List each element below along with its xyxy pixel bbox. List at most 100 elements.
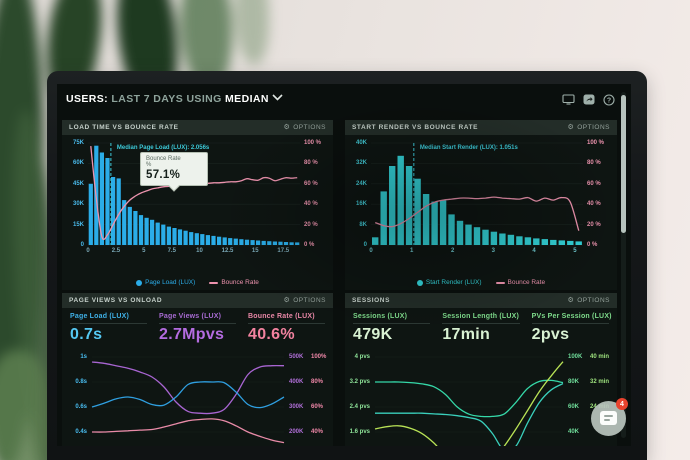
y-axis-right-tick: 40 min [590, 354, 610, 360]
scrollbar-thumb[interactable] [621, 95, 626, 233]
title-metric-dropdown[interactable]: MEDIAN [225, 93, 269, 105]
median-annotation: Median Start Render (LUX): 1.051s [419, 145, 518, 151]
x-axis-tick: 15 [251, 248, 259, 254]
histogram-plot[interactable] [371, 142, 583, 246]
options-button[interactable]: ⚙ OPTIONS [283, 297, 326, 304]
y-axis-left-tick: 8K [359, 221, 367, 228]
title-range: LAST 7 DAYS [111, 93, 184, 105]
page-views-chart[interactable]: 1s 0.8s 0.6s 0.4s 500K 100% 400K 80% 300K 60% 200K… [62, 346, 333, 446]
legend-item[interactable]: Start Render (LUX) [416, 279, 482, 286]
panel-header: START RENDER VS BOUNCE RATE ⚙ OPTIONS [345, 120, 617, 135]
panel-load-time: LOAD TIME VS BOUNCE RATE ⚙ OPTIONS Bounc… [62, 120, 333, 290]
x-axis-tick: 2.5 [111, 248, 121, 254]
legend-label: Bounce Rate [507, 279, 546, 286]
start-render-chart[interactable]: 40K 100 % 32K 80 % 24K 60 % 16K 40 % 8K 20 % 0 0 % 0… [345, 135, 617, 290]
y-axis-right-tick: 200K [289, 429, 304, 435]
laptop: USERS: LAST 7 DAYS USING MEDIAN ? [47, 71, 647, 460]
y-axis-left-tick: 75K [72, 140, 84, 146]
options-button[interactable]: ⚙ OPTIONS [283, 124, 326, 131]
chat-icon-line [604, 415, 613, 417]
y-axis-left-tick: 16K [355, 201, 367, 208]
y-axis-right-tick: 32 min [590, 379, 610, 385]
y-axis-left-tick: 15K [72, 221, 84, 228]
metric-value: 479K [353, 326, 393, 343]
y-axis-left-tick: 3.2 pvs [349, 379, 370, 385]
y-axis-right-tick: 100 % [587, 140, 605, 146]
tooltip: Bounce Rate % 57.1% [140, 152, 208, 192]
y-axis-right-tick: 40 % [304, 201, 318, 208]
line-plot[interactable] [91, 352, 285, 446]
gear-icon: ⚙ [283, 297, 291, 304]
metric-sessions: Sessions (LUX) 479K [353, 313, 431, 344]
share-icon[interactable] [582, 94, 595, 105]
panel-sessions: SESSIONS ⚙ OPTIONS Sessions (LUX) 479K S… [345, 293, 617, 446]
panel-title: PAGE VIEWS VS ONLOAD [69, 297, 163, 304]
y-axis-left-tick: 60K [72, 160, 84, 167]
options-button[interactable]: ⚙ OPTIONS [567, 297, 610, 304]
legend-item[interactable]: Bounce Rate [209, 279, 259, 286]
options-label: OPTIONS [577, 297, 610, 304]
metric-session-length: Session Length (LUX) 17min [442, 313, 520, 344]
title-users: USERS: [66, 93, 109, 105]
chart-legend: Start Render (LUX) Bounce Rate [345, 279, 617, 286]
load-time-chart[interactable]: Bounce Rate % 57.1% 75K 100 % 60K 80 % 45K 60… [62, 135, 333, 290]
question-glyph: ? [606, 97, 610, 104]
x-axis-tick: 4 [532, 248, 536, 254]
legend-item[interactable]: Bounce Rate [495, 279, 546, 286]
panel-page-views: PAGE VIEWS VS ONLOAD ⚙ OPTIONS Page Load… [62, 293, 333, 446]
legend-item[interactable]: Page Load (LUX) [136, 279, 195, 286]
chevron-down-icon[interactable] [272, 94, 283, 101]
options-button[interactable]: ⚙ OPTIONS [567, 124, 610, 131]
x-axis-tick: 2 [450, 248, 455, 254]
y-axis-right-tick: 80 % [587, 160, 601, 167]
line-plot[interactable] [374, 352, 564, 446]
panel-title: START RENDER VS BOUNCE RATE [352, 124, 479, 131]
dashboard-screen: USERS: LAST 7 DAYS USING MEDIAN ? [57, 84, 631, 446]
y-axis-right-tick: 100K [568, 354, 583, 360]
notification-badge: 4 [616, 398, 628, 410]
chat-widget-button[interactable]: 4 [591, 398, 628, 436]
y-axis-right-tick: 400K [289, 379, 304, 385]
metric-row: Sessions (LUX) 479K Session Length (LUX)… [345, 308, 617, 346]
display-icon[interactable] [562, 94, 575, 105]
metric-value: 40.6% [248, 326, 295, 343]
legend-label: Start Render (LUX) [425, 279, 482, 286]
x-axis-tick: 7.5 [167, 248, 176, 254]
tooltip-title: Bounce Rate [146, 156, 181, 162]
gear-icon: ⚙ [567, 297, 575, 304]
y-axis-right-tick: 80K [568, 379, 580, 385]
metric-divider [531, 323, 609, 324]
panel-header: SESSIONS ⚙ OPTIONS [345, 293, 617, 308]
y-axis-right-tick: 40K [568, 429, 580, 435]
legend-line-icon [209, 281, 219, 284]
help-icon[interactable]: ? [602, 93, 615, 106]
y-axis-right-tick: 0 % [587, 242, 598, 248]
legend-label: Page Load (LUX) [145, 279, 196, 286]
metric-label: Page Load (LUX) [70, 313, 130, 320]
metric-value: 17min [442, 326, 491, 343]
chat-icon-line [604, 419, 610, 421]
metric-value: 2pvs [531, 326, 570, 343]
metric-divider [353, 323, 431, 324]
scrollbar-track[interactable] [621, 92, 626, 438]
y-axis-left-tick: 1s [80, 354, 87, 360]
y-axis-left-tick: 0 [80, 242, 84, 248]
y-axis-right-tick: 40% [311, 429, 324, 435]
metric-divider [248, 323, 325, 324]
x-axis-tick: 5 [573, 248, 577, 254]
y-axis-left-tick: 0.6s [75, 404, 87, 410]
y-axis-right-tick: 300K [289, 404, 304, 410]
x-axis-tick: 10 [196, 248, 203, 254]
options-label: OPTIONS [293, 124, 326, 131]
y-axis-left-tick: 0.4s [75, 429, 87, 435]
sessions-chart[interactable]: 4 pvs 3.2 pvs 2.4 pvs 1.6 pvs 100K 40 min 80K 3… [345, 346, 617, 446]
legend-dot-icon [416, 279, 423, 286]
metric-label: PVs Per Session (LUX) [531, 313, 612, 320]
x-axis-tick: 17.5 [277, 248, 290, 254]
x-axis-tick: 5 [142, 248, 146, 254]
metric-value: 2.7Mpvs [159, 326, 225, 343]
metric-label: Session Length (LUX) [442, 313, 520, 320]
x-axis-tick: 1 [410, 248, 414, 254]
y-axis-left-tick: 24K [355, 180, 367, 187]
